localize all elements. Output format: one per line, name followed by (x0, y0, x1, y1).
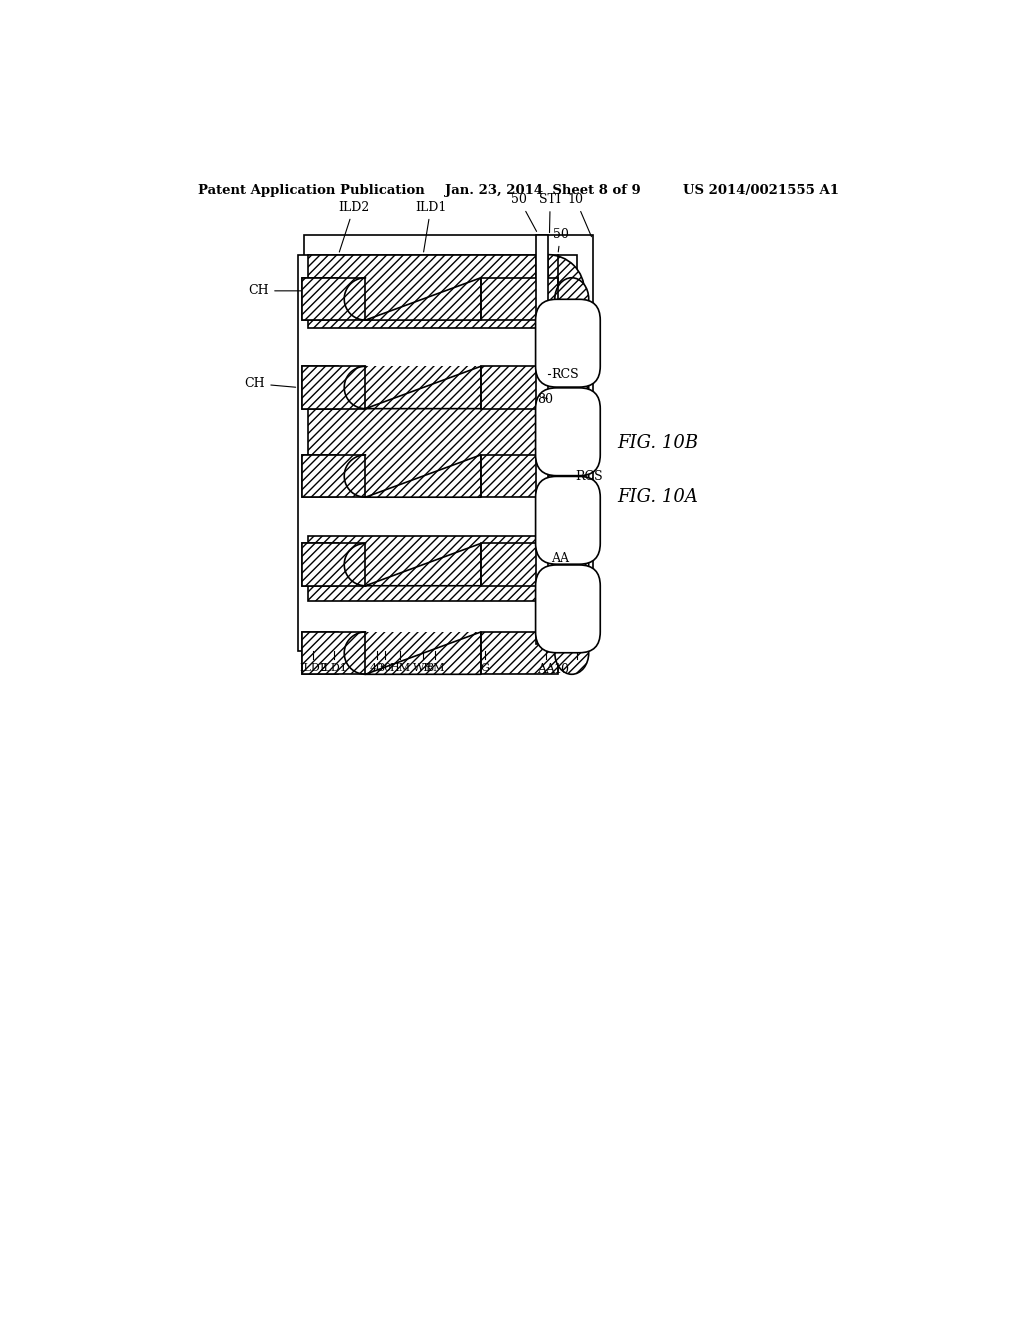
Bar (301, 367, 339, 409)
Ellipse shape (555, 455, 589, 498)
Bar (481, 632, 558, 675)
Ellipse shape (555, 367, 589, 409)
Text: ILD1: ILD1 (319, 663, 348, 673)
Text: WR: WR (414, 663, 433, 673)
Bar (307, 399, 537, 466)
Text: FIG. 10B: FIG. 10B (617, 434, 698, 453)
Bar (304, 235, 593, 644)
Text: Patent Application Publication: Patent Application Publication (199, 185, 425, 197)
Text: 40: 40 (370, 663, 384, 673)
Text: 10: 10 (554, 663, 569, 676)
FancyBboxPatch shape (536, 477, 600, 564)
Text: CH: CH (245, 378, 296, 391)
Bar (301, 544, 339, 586)
Wedge shape (344, 455, 366, 498)
Bar (301, 455, 366, 498)
Bar (366, 544, 481, 586)
Text: HM: HM (389, 663, 411, 673)
Bar (307, 255, 537, 327)
Bar (537, 235, 548, 644)
Text: 80: 80 (538, 393, 553, 407)
Text: RCS: RCS (551, 367, 579, 380)
Text: ILD1: ILD1 (415, 201, 446, 252)
Bar (301, 455, 366, 498)
Bar (366, 455, 481, 498)
Bar (307, 536, 537, 601)
Wedge shape (344, 632, 366, 675)
Bar (301, 632, 339, 675)
Bar (301, 367, 366, 409)
Text: US 2014/0021555 A1: US 2014/0021555 A1 (683, 185, 840, 197)
Ellipse shape (555, 277, 589, 321)
FancyBboxPatch shape (536, 565, 600, 653)
Text: AA: AA (551, 552, 569, 565)
Bar (481, 544, 558, 586)
Bar (301, 367, 366, 409)
Bar (301, 277, 366, 321)
Text: CH: CH (249, 284, 305, 297)
Wedge shape (548, 399, 582, 466)
Wedge shape (548, 536, 581, 601)
Bar (366, 367, 481, 409)
Bar (481, 455, 558, 498)
FancyBboxPatch shape (536, 388, 600, 475)
Text: 30: 30 (378, 663, 392, 673)
Text: STI: STI (540, 193, 561, 232)
Bar (301, 632, 366, 675)
Wedge shape (344, 367, 366, 409)
Text: ILD2: ILD2 (299, 663, 327, 673)
Text: Jan. 23, 2014  Sheet 8 of 9: Jan. 23, 2014 Sheet 8 of 9 (444, 185, 640, 197)
Bar (298, 255, 578, 651)
FancyBboxPatch shape (536, 300, 600, 387)
Wedge shape (344, 544, 366, 586)
Bar (301, 544, 366, 586)
Text: ILD2: ILD2 (338, 201, 370, 252)
Bar (301, 277, 366, 321)
Bar (366, 632, 481, 675)
Text: 50: 50 (553, 228, 568, 252)
Text: FIG. 10A: FIG. 10A (617, 488, 698, 506)
Bar (481, 277, 558, 321)
Bar (481, 367, 558, 409)
Text: G: G (480, 663, 489, 673)
Text: RCS: RCS (564, 470, 603, 483)
Text: 50: 50 (511, 193, 537, 231)
Ellipse shape (555, 632, 589, 675)
Wedge shape (548, 255, 585, 327)
Bar (301, 632, 366, 675)
Text: BM: BM (425, 663, 444, 673)
Text: 10: 10 (567, 193, 592, 236)
Bar (301, 455, 339, 498)
Text: AA: AA (538, 663, 555, 676)
Bar (301, 277, 339, 321)
Wedge shape (344, 277, 366, 321)
Bar (301, 544, 366, 586)
Bar (366, 277, 481, 321)
Ellipse shape (555, 544, 589, 586)
